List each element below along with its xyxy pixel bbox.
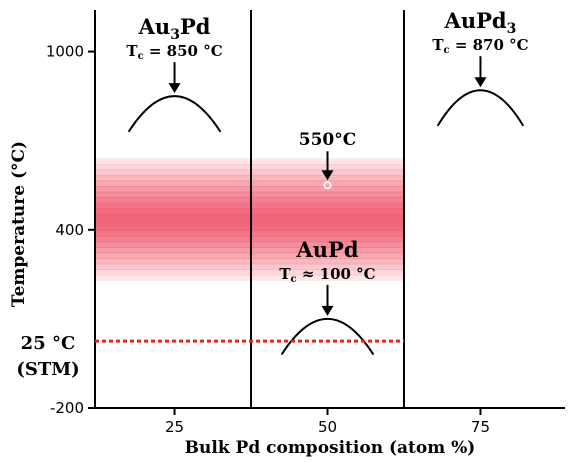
band-stripe [95,247,404,254]
band-stripe [95,197,404,204]
x-tick-label: 75 [471,418,490,436]
band-stripe [95,202,404,209]
band-stripe [95,169,404,176]
tc-label: Tc = 870 °C [432,36,528,56]
y-tick-label: -200 [50,399,84,417]
band-stripe [95,241,404,248]
band-stripe [95,208,404,215]
temperature-band [95,158,404,281]
band-stripe [95,274,404,281]
band-stripe [95,236,404,243]
band-stripe [95,263,404,270]
point-label: 550°C [299,130,357,150]
band-stripe [95,164,404,171]
phase-name: AuPd [295,237,358,262]
band-stripe [95,258,404,265]
x-tick-label: 50 [318,418,337,436]
band-stripe [95,219,404,226]
band-stripe [95,175,404,182]
band-stripe [95,158,404,165]
band-stripe [95,252,404,259]
y-tick-label: 1000 [46,43,84,61]
reference-label-temperature: 25 °C [21,333,76,354]
ordering-curve [127,95,222,133]
tc-arrow-head [474,77,487,88]
tc-label: Tc = 850 °C [126,42,222,62]
band-stripe [95,224,404,232]
band-stripe [95,213,404,220]
y-tick-label: 400 [55,221,84,239]
x-axis-label: Bulk Pd composition (atom %) [185,438,476,458]
ordering-curve [280,317,375,356]
reference-label-stm: (STM) [16,359,79,380]
band-stripe [95,186,404,193]
band-stripe [95,180,404,187]
point-marker [323,181,332,190]
tc-label: Tc ≈ 100 °C [279,265,375,285]
phase-name: AuPd3 [444,8,517,37]
x-tick-label: 25 [165,418,184,436]
ordering-curve [436,89,525,127]
tc-arrow-head [321,305,334,316]
y-axis-label: Temperature (°C) [9,141,29,307]
data-point-550c: 550°C [299,130,357,190]
point-arrow-head [321,170,334,181]
axis-ticks: 25 50 75 1000 400 -200 [46,43,490,436]
phase-name: Au3Pd [138,14,211,43]
band-stripe [95,191,404,198]
band-stripe [95,230,404,237]
band-stripe [95,269,404,276]
tc-arrow-head [168,83,181,94]
